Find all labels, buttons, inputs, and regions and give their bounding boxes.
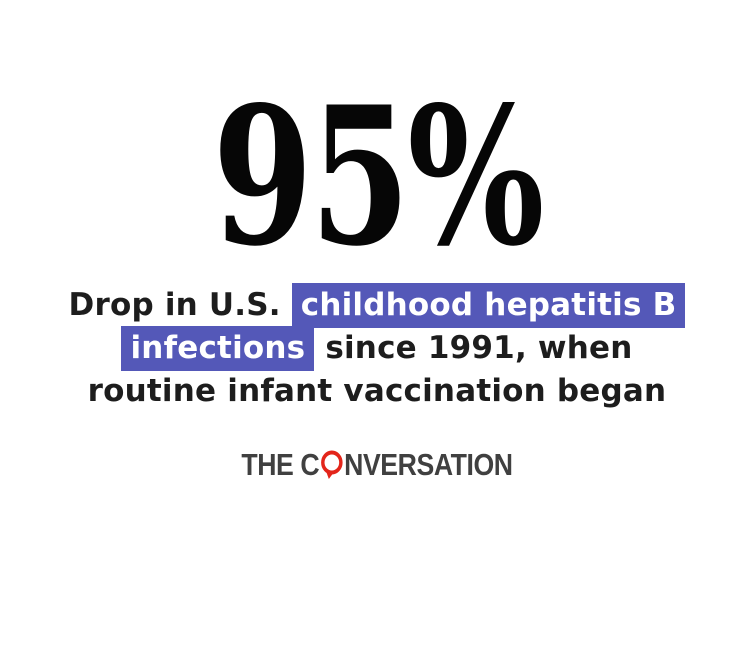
infographic-card: 95% Drop in U.S. childhood hepatitis B i… <box>0 82 754 648</box>
headline: Drop in U.S. childhood hepatitis B infec… <box>0 283 754 413</box>
stat-value: 95% <box>212 65 544 288</box>
headline-line-3: routine infant vaccination began <box>0 370 754 413</box>
headline-text: since 1991, when <box>314 330 633 366</box>
headline-line-2: infections since 1991, when <box>0 326 754 371</box>
the-conversation-logo: THE C NVERSATION <box>53 449 701 480</box>
headline-text: routine infant vaccination began <box>87 373 667 409</box>
speech-bubble-o-icon <box>320 450 343 479</box>
highlighted-text-childhood-hepatitis-b: childhood hepatitis B <box>291 283 686 328</box>
headline-text: Drop in U.S. <box>68 287 292 323</box>
logo-text-nversation: NVERSATION <box>344 447 513 482</box>
logo-text-the-c: THE C <box>241 447 320 482</box>
headline-line-1: Drop in U.S. childhood hepatitis B <box>0 283 754 328</box>
highlighted-text-infections: infections <box>121 326 315 371</box>
